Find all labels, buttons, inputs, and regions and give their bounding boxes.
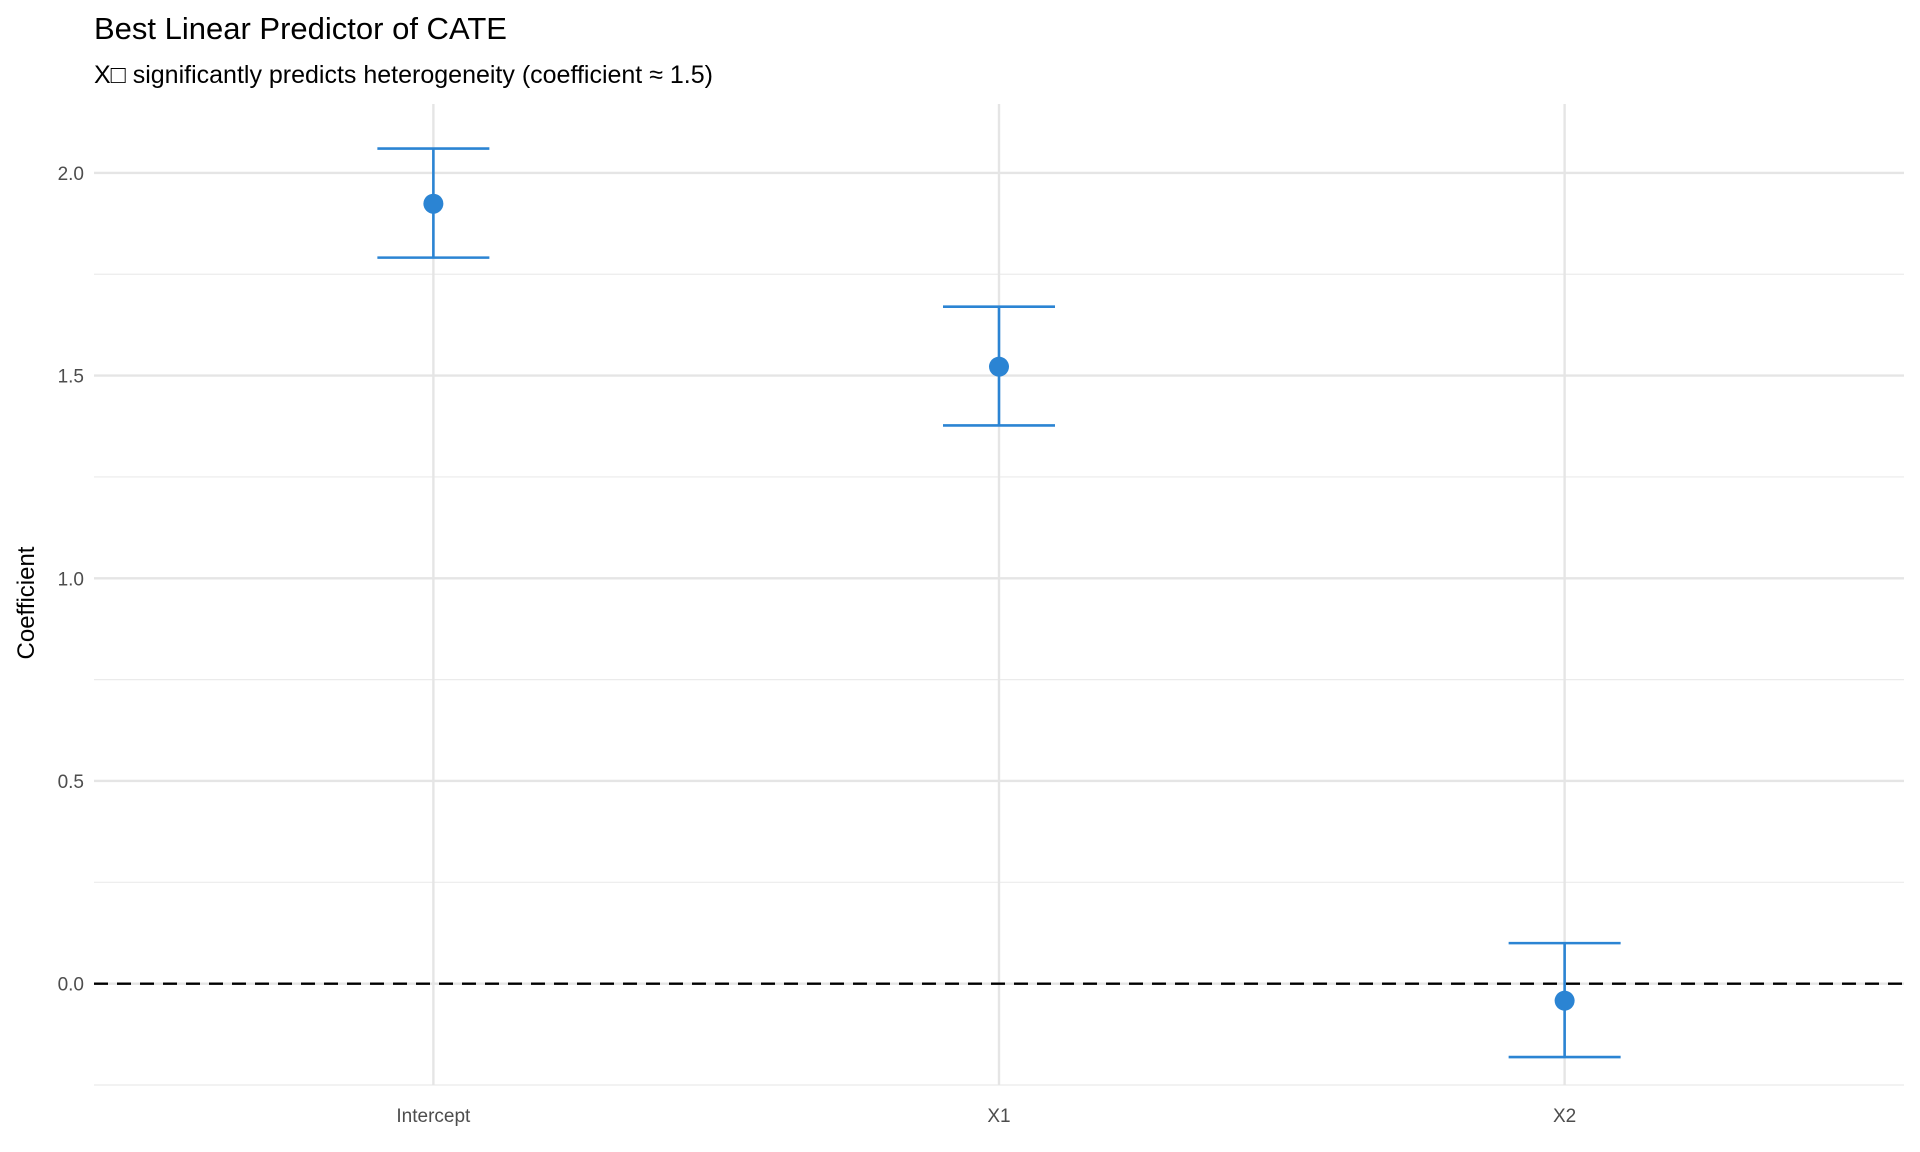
- point-estimate: [423, 193, 444, 214]
- x-tick-label: X2: [1553, 1106, 1576, 1127]
- y-tick-label: 0.0: [58, 975, 84, 996]
- tick-labels: 0.0 0.5 1.0 1.5 2.0 Intercept X1 X2: [58, 164, 1577, 1127]
- x-tick-label: Intercept: [396, 1106, 471, 1127]
- y-axis-label: Coefficient: [13, 546, 40, 659]
- point-estimate: [1554, 990, 1575, 1011]
- y-tick-label: 1.5: [58, 367, 84, 388]
- chart-title: Best Linear Predictor of CATE: [94, 11, 507, 46]
- x-tick-label: X1: [987, 1106, 1010, 1127]
- y-tick-label: 2.0: [58, 164, 84, 185]
- gridlines: [94, 104, 1904, 1086]
- marks: [94, 147, 1904, 1059]
- y-tick-label: 1.0: [58, 569, 84, 590]
- point-estimate: [989, 356, 1009, 377]
- chart-subtitle: X□ significantly predicts heterogeneity …: [94, 61, 713, 89]
- y-tick-label: 0.5: [58, 772, 84, 793]
